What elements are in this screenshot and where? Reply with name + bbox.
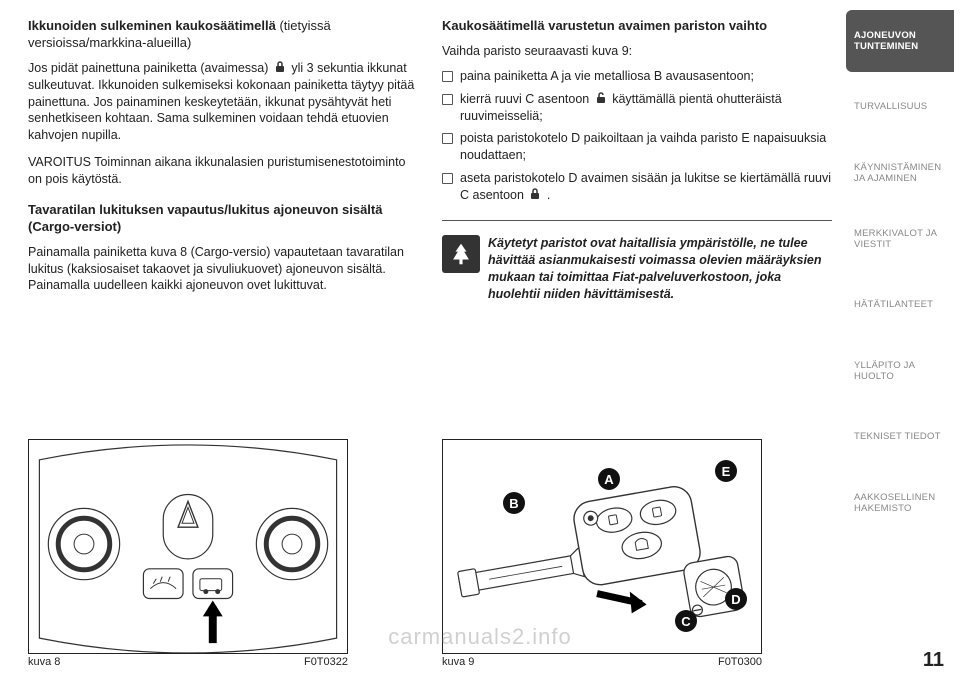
figure-9-wrap: A B C D E kuva 9 F0T0300: [442, 429, 832, 668]
tree-icon: [442, 235, 480, 273]
left-heading-1: Ikkunoiden sulkeminen kaukosäätimellä (t…: [28, 18, 418, 52]
sidebar-item-kaynnistaminen[interactable]: KÄYNNISTÄMINEN JA AJAMINEN: [846, 142, 954, 204]
figure-8-svg: [29, 440, 347, 653]
label-e: E: [715, 460, 737, 482]
label-b: B: [503, 492, 525, 514]
list-item: kierrä ruuvi C asentoon käyttämällä pien…: [442, 91, 832, 125]
left-heading-2: Tavaratilan lukituksen vapautus/lukitus …: [28, 202, 418, 236]
sidebar-item-hatatilanteet[interactable]: HÄTÄTILANTEET: [846, 274, 954, 336]
manual-page: Ikkunoiden sulkeminen kaukosäätimellä (t…: [0, 0, 960, 678]
figure-9-caption-right: F0T0300: [718, 656, 762, 668]
right-column: Kaukosäätimellä varustetun avaimen paris…: [442, 18, 832, 668]
right-heading-1: Kaukosäätimellä varustetun avaimen paris…: [442, 18, 832, 35]
list-item: paina painiketta A ja vie metalliosa B a…: [442, 68, 832, 85]
content-area: Ikkunoiden sulkeminen kaukosäätimellä (t…: [0, 0, 846, 678]
list-item: aseta paristokotelo D avaimen sisään ja …: [442, 170, 832, 204]
unlock-icon: [594, 92, 608, 104]
left-heading-1-text: Ikkunoiden sulkeminen kaukosäätimellä: [28, 18, 276, 33]
li4-b: .: [547, 188, 550, 202]
sidebar-item-tunteminen[interactable]: AJONEUVON TUNTEMINEN: [846, 10, 954, 72]
environmental-notice: Käytetyt paristot ovat haitallisia ympär…: [442, 235, 832, 303]
figure-8: [28, 439, 348, 654]
left-para-1: Jos pidät painettuna painiketta (avaimes…: [28, 60, 418, 144]
figure-9-caption: kuva 9 F0T0300: [442, 656, 762, 668]
sidebar-item-yllapito[interactable]: YLLÄPITO JA HUOLTO: [846, 340, 954, 402]
right-para-1: Vaihda paristo seuraavasti kuva 9:: [442, 43, 832, 60]
sidebar-nav: AJONEUVON TUNTEMINEN TURVALLISUUS KÄYNNI…: [846, 0, 960, 678]
notice-text: Käytetyt paristot ovat haitallisia ympär…: [488, 235, 832, 303]
figure-8-caption-right: F0T0322: [304, 656, 348, 668]
label-d: D: [725, 588, 747, 610]
li4-a: aseta paristokotelo D avaimen sisään ja …: [460, 171, 831, 202]
li2-a: kierrä ruuvi C asentoon: [460, 92, 593, 106]
figure-9-caption-left: kuva 9: [442, 656, 474, 668]
label-a: A: [598, 468, 620, 490]
sidebar-item-merkkivalot[interactable]: MERKKIVALOT JA VIESTIT: [846, 208, 954, 270]
sidebar-item-tekniset[interactable]: TEKNISET TIEDOT: [846, 406, 954, 468]
lock-icon: [273, 61, 287, 73]
left-para-2: VAROITUS Toiminnan aikana ikkunalasien p…: [28, 154, 418, 188]
divider: [442, 220, 832, 221]
figure-9: A B C D E: [442, 439, 762, 654]
list-item: poista paristokotelo D paikoiltaan ja va…: [442, 130, 832, 164]
left-para-3: Painamalla painiketta kuva 8 (Cargo-vers…: [28, 244, 418, 295]
sidebar-item-hakemisto[interactable]: AAKKOSELLINEN HAKEMISTO: [846, 472, 954, 534]
lock-icon: [528, 188, 542, 200]
left-column: Ikkunoiden sulkeminen kaukosäätimellä (t…: [28, 18, 418, 668]
right-list: paina painiketta A ja vie metalliosa B a…: [442, 68, 832, 210]
label-c: C: [675, 610, 697, 632]
figure-8-caption-left: kuva 8: [28, 656, 60, 668]
sidebar-item-turvallisuus[interactable]: TURVALLISUUS: [846, 76, 954, 138]
page-number: 11: [923, 649, 944, 672]
figure-8-caption: kuva 8 F0T0322: [28, 656, 348, 668]
figure-8-wrap: kuva 8 F0T0322: [28, 429, 418, 668]
left-para-1a: Jos pidät painettuna painiketta (avaimes…: [28, 61, 272, 75]
